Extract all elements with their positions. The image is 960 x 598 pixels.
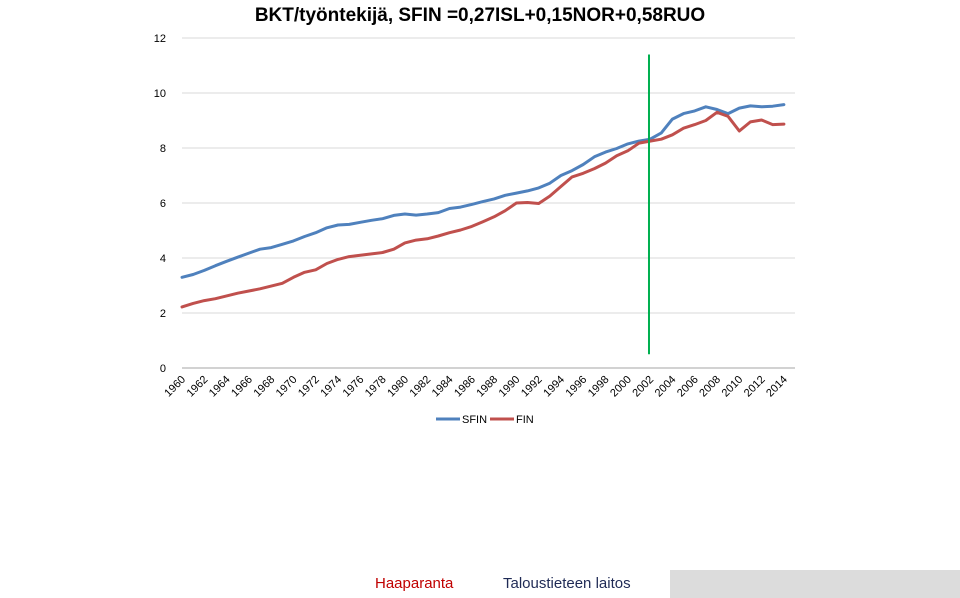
x-tick-label: 1996: [564, 374, 590, 400]
footer-bar: Haaparanta Taloustieteen laitos: [0, 570, 960, 598]
chart-title: BKT/työntekijä, SFIN =0,27ISL+0,15NOR+0,…: [255, 5, 705, 26]
x-tick-label: 1980: [385, 374, 411, 400]
series-line-fin: [180, 110, 786, 309]
x-tick-label: 2014: [764, 374, 790, 400]
y-tick-label: 10: [154, 88, 166, 100]
x-tick-label: 1970: [274, 374, 300, 400]
gridlines: [182, 37, 795, 369]
x-tick-label: 1988: [474, 374, 500, 400]
series-lines: [180, 103, 786, 309]
footer-brand: Haaparanta: [375, 575, 454, 592]
x-tick-label: 1990: [497, 374, 523, 400]
legend-label-sfin: SFIN: [462, 414, 487, 426]
x-tick-label: 1972: [296, 374, 322, 400]
x-tick-label: 2004: [653, 374, 679, 400]
x-tick-label: 1976: [341, 374, 367, 400]
x-tick-label: 1984: [430, 374, 456, 400]
y-tick-label: 0: [160, 363, 166, 375]
y-tick-label: 2: [160, 308, 166, 320]
x-tick-label: 2008: [697, 374, 723, 400]
x-tick-label: 2010: [720, 374, 746, 400]
x-tick-label: 1986: [452, 374, 478, 400]
x-tick-label: 2000: [608, 374, 634, 400]
x-tick-label: 2002: [630, 374, 656, 400]
y-tick-label: 12: [154, 33, 166, 45]
x-tick-label: 1994: [541, 374, 567, 400]
x-tick-label: 1998: [586, 374, 612, 400]
x-axis-tick-labels: 1960196219641966196819701972197419761978…: [162, 374, 790, 400]
y-tick-label: 8: [160, 143, 166, 155]
x-tick-label: 1982: [408, 374, 434, 400]
legend: SFIN FIN: [436, 414, 534, 426]
legend-label-fin: FIN: [516, 414, 534, 426]
x-tick-label: 1960: [162, 374, 188, 400]
chart: BKT/työntekijä, SFIN =0,27ISL+0,15NOR+0,…: [154, 5, 795, 426]
x-tick-label: 1964: [207, 374, 233, 400]
x-tick-label: 2006: [675, 374, 701, 400]
x-tick-label: 2012: [742, 374, 768, 400]
x-tick-label: 1966: [229, 374, 255, 400]
x-tick-label: 1968: [251, 374, 277, 400]
y-axis-tick-labels: 0 2 4 6 8 10 12: [154, 33, 166, 375]
footer-right-panel: [480, 570, 670, 598]
y-tick-label: 4: [160, 253, 166, 265]
footer-left-panel: [0, 570, 480, 598]
y-tick-label: 6: [160, 198, 166, 210]
x-tick-label: 1992: [519, 374, 545, 400]
x-tick-label: 1978: [363, 374, 389, 400]
x-tick-label: 1962: [185, 374, 211, 400]
series-line-sfin: [180, 103, 786, 279]
footer-department: Taloustieteen laitos: [503, 575, 631, 592]
x-tick-label: 1974: [318, 374, 344, 400]
